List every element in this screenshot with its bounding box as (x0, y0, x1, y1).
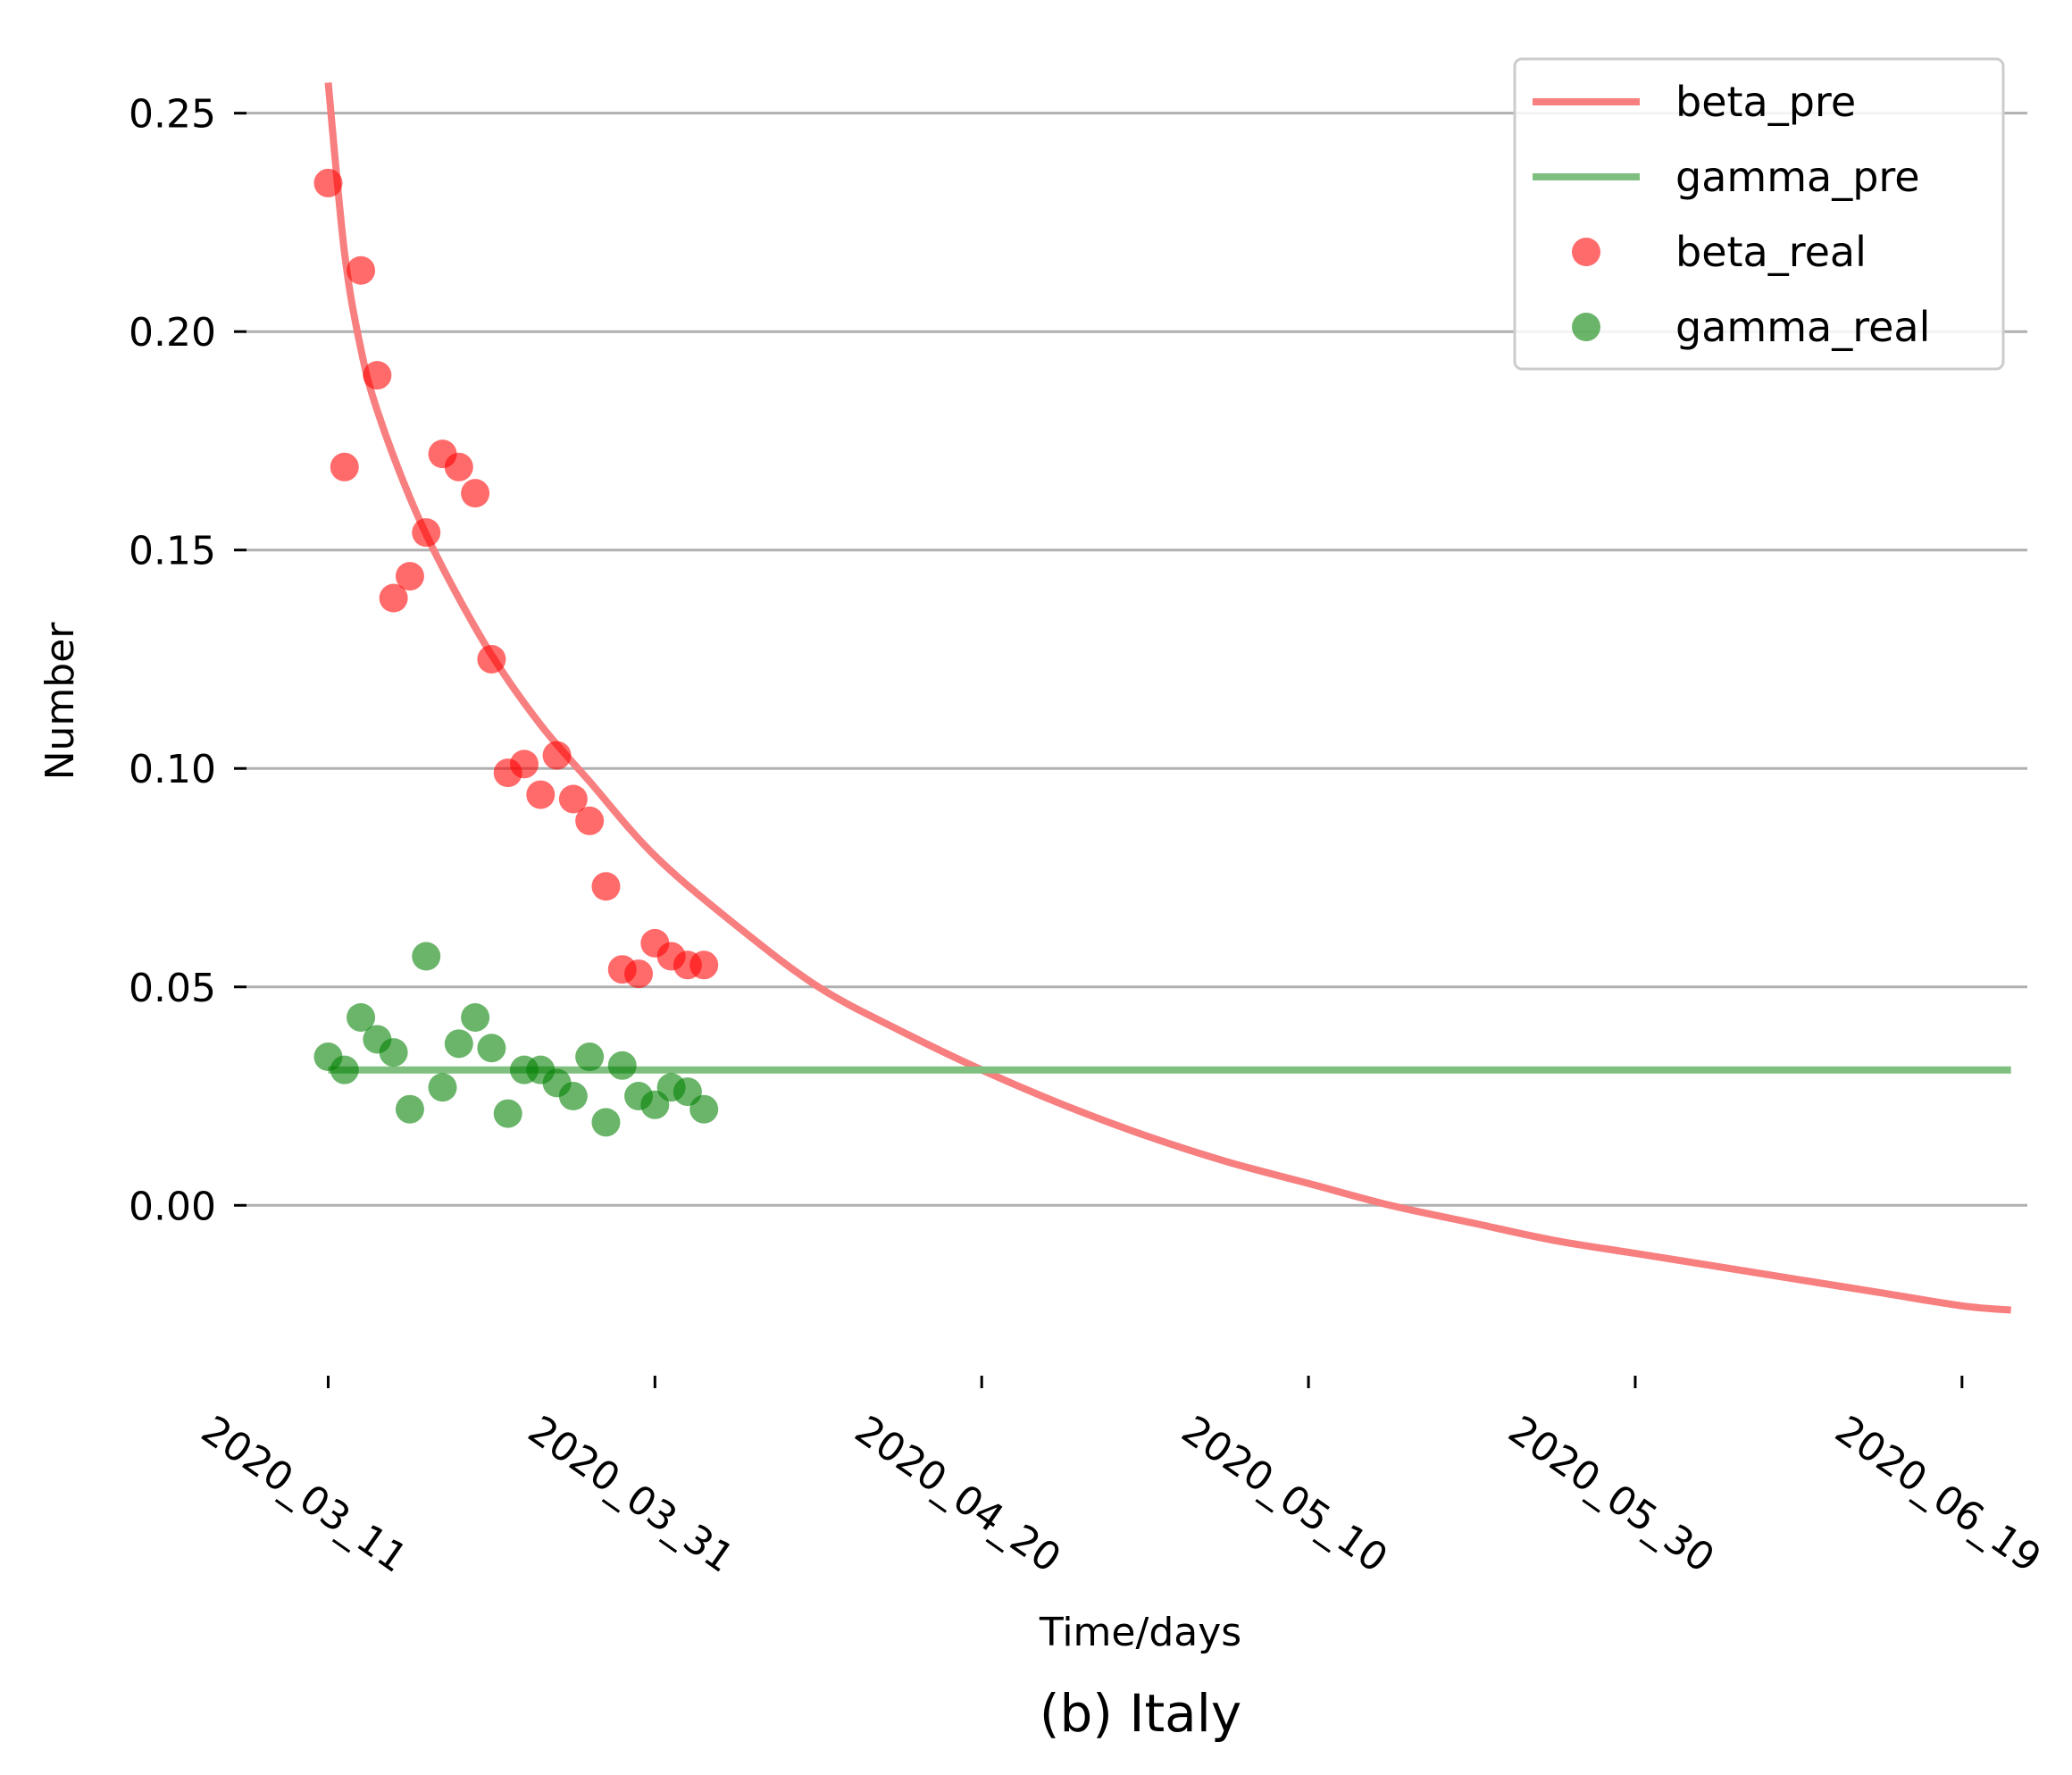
point-gamma_real (347, 1002, 376, 1032)
y-tick-label: 0.25 (129, 92, 216, 138)
legend-swatch-gamma_real (1572, 313, 1600, 341)
point-gamma_real (395, 1094, 424, 1124)
point-beta_real (509, 749, 539, 779)
grid-layer (246, 112, 2027, 1207)
y-tick-label: 0.00 (129, 1184, 216, 1229)
point-beta_real (526, 780, 556, 809)
point-beta_real (591, 872, 621, 901)
x-tick-label: 2020_03_11 (193, 1407, 415, 1581)
y-tick-label: 0.05 (129, 966, 216, 1011)
legend-label-gamma_pre: gamma_pre (1675, 153, 1920, 201)
point-beta_real (558, 784, 588, 814)
point-gamma_real (461, 1002, 490, 1032)
point-gamma_real (493, 1099, 522, 1128)
point-gamma_real (330, 1055, 359, 1084)
legend-box (1513, 57, 2005, 371)
x-tick-label: 2020_04_20 (847, 1407, 1069, 1581)
legend-label-beta_real: beta_real (1675, 228, 1867, 276)
point-gamma_real (428, 1073, 457, 1102)
legend-label-beta_pre: beta_pre (1675, 78, 1856, 126)
point-beta_real (363, 361, 392, 390)
point-beta_real (412, 518, 441, 548)
point-gamma_real (591, 1108, 621, 1137)
legend: beta_pre gamma_pre beta_real gamma_real (1513, 57, 2005, 371)
x-tick-label: 2020_05_10 (1174, 1407, 1396, 1581)
point-beta_real (330, 452, 359, 481)
y-axis: 0.00 0.05 0.10 0.15 0.20 0.25 (129, 92, 246, 1229)
point-beta_real (575, 806, 605, 835)
y-tick-label: 0.15 (129, 529, 216, 574)
point-gamma_real (379, 1038, 408, 1068)
series-line-beta_pre (324, 82, 2012, 1314)
point-gamma_real (444, 1029, 473, 1059)
point-gamma_real (558, 1082, 588, 1111)
point-gamma_real (412, 942, 441, 971)
legend-label-gamma_real: gamma_real (1675, 303, 1930, 351)
y-tick-label: 0.10 (129, 747, 216, 792)
point-beta_real (542, 741, 572, 770)
point-beta_real (444, 452, 473, 481)
point-beta_real (395, 562, 424, 591)
legend-swatch-beta_real (1572, 238, 1600, 266)
plot-area (313, 82, 2012, 1314)
point-beta_real (313, 168, 343, 197)
x-tick-label: 2020_06_19 (1827, 1407, 2050, 1581)
point-beta_real (689, 950, 719, 980)
chart-caption: (b) Italy (1040, 1683, 1241, 1744)
x-axis: 2020_03_11 2020_03_31 2020_04_20 2020_05_10… (193, 1376, 2049, 1582)
point-gamma_real (607, 1051, 637, 1080)
point-beta_real (477, 644, 506, 674)
point-beta_real (461, 479, 490, 508)
x-tick-label: 2020_05_30 (1500, 1407, 1723, 1581)
point-gamma_real (477, 1034, 506, 1063)
point-beta_real (347, 255, 376, 285)
point-beta_real (379, 583, 408, 613)
y-axis-title: Number (38, 622, 83, 781)
point-beta_real (624, 959, 654, 989)
x-tick-label: 2020_03_31 (520, 1407, 742, 1581)
x-axis-title: Time/days (1039, 1610, 1241, 1655)
point-gamma_real (575, 1042, 605, 1072)
y-tick-label: 0.20 (129, 310, 216, 356)
point-gamma_real (689, 1094, 719, 1124)
